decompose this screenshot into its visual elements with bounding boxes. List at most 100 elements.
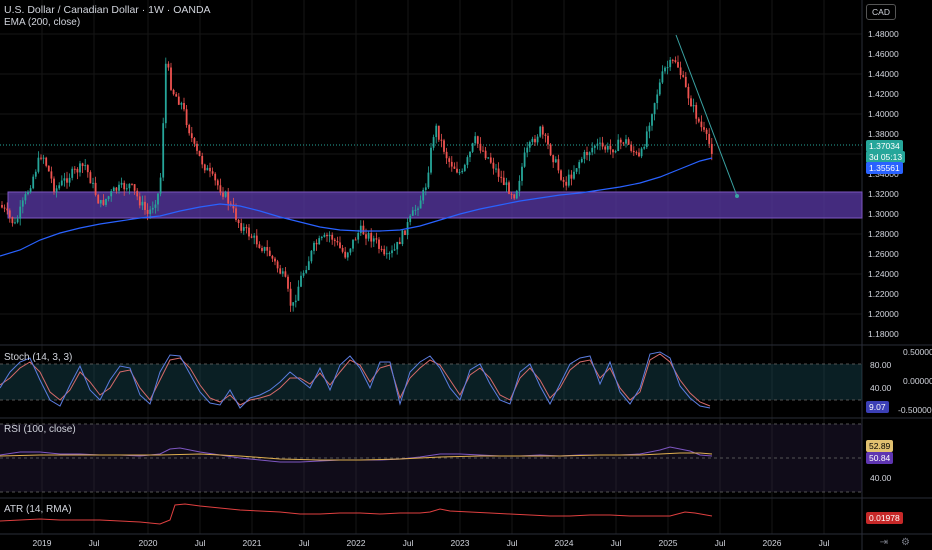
- candle-body: [16, 218, 19, 223]
- price-tick: 1.20000: [868, 309, 899, 319]
- candle-body: [570, 174, 573, 179]
- countdown-badge: 3d 05:13: [866, 151, 906, 163]
- candle-body: [120, 182, 123, 185]
- candle-body: [695, 105, 698, 119]
- candle-body: [440, 139, 443, 141]
- candle-body: [391, 250, 393, 254]
- candle-body: [638, 152, 640, 157]
- stoch-right-tick: 0.00000: [903, 376, 932, 386]
- price-tick: 1.46000: [868, 49, 899, 59]
- candle-body: [614, 151, 617, 153]
- stoch-k-line: [0, 351, 711, 409]
- atr-line: [0, 503, 713, 525]
- candle-body: [666, 67, 669, 69]
- candle-body: [305, 270, 308, 273]
- symbol-title[interactable]: U.S. Dollar / Canadian Dollar · 1W · OAN…: [4, 4, 211, 16]
- candle-body: [458, 172, 461, 174]
- candle-body: [112, 187, 115, 192]
- time-tick: 2024: [554, 538, 574, 548]
- candle-body: [211, 171, 214, 174]
- ema-indicator-label[interactable]: EMA (200, close): [4, 17, 81, 28]
- currency-selector[interactable]: CAD: [866, 4, 896, 20]
- candle-body: [32, 176, 35, 189]
- time-tick: Jul: [88, 538, 100, 548]
- candle-body: [552, 155, 555, 163]
- candle-body: [557, 159, 560, 171]
- trendline-handle[interactable]: [735, 194, 739, 198]
- candle-body: [19, 206, 22, 219]
- candle-body: [193, 138, 196, 144]
- candle-body: [198, 150, 201, 156]
- candle-body: [136, 190, 139, 197]
- candle-body: [6, 208, 9, 211]
- stoch-tick: 40.00: [870, 383, 892, 393]
- candle-body: [81, 163, 84, 167]
- candle-body: [515, 190, 518, 199]
- candle-body: [63, 178, 66, 181]
- candle-body: [367, 233, 370, 239]
- candle-body: [593, 145, 596, 148]
- candle-body: [612, 149, 614, 153]
- rsi-ma-line: [0, 452, 713, 461]
- candle-body: [523, 152, 526, 167]
- candle-body: [690, 98, 692, 107]
- candle-body: [177, 96, 180, 105]
- candle-body: [575, 168, 578, 172]
- candle-body: [206, 167, 209, 171]
- candle-body: [697, 118, 700, 122]
- candle-body: [430, 147, 432, 173]
- candle-body: [323, 234, 326, 237]
- candle-body: [578, 162, 581, 169]
- candle-body: [370, 233, 373, 242]
- candle-body: [42, 157, 45, 159]
- candle-body: [573, 171, 575, 179]
- candle-body: [526, 147, 529, 153]
- candle-body: [625, 139, 627, 144]
- candle-body: [632, 150, 635, 153]
- candle-body: [344, 251, 347, 258]
- candle-body: [1, 205, 3, 208]
- candle-body: [544, 134, 547, 136]
- candle-body: [201, 155, 204, 165]
- candle-body: [149, 209, 152, 214]
- candle-body: [653, 103, 656, 115]
- stoch-label[interactable]: Stoch (14, 3, 3): [4, 352, 73, 363]
- candle-body: [115, 187, 118, 191]
- candle-body: [92, 182, 94, 184]
- candle-body: [37, 157, 40, 172]
- time-tick: Jul: [402, 538, 414, 548]
- candle-body: [417, 208, 419, 210]
- candle-body: [341, 247, 344, 252]
- settings-icon[interactable]: ⚙: [901, 537, 910, 548]
- scroll-to-realtime-icon[interactable]: ⇥: [879, 537, 888, 548]
- candle-body: [372, 238, 375, 242]
- candle-body: [266, 247, 269, 251]
- candle-body: [357, 232, 360, 240]
- candle-body: [682, 75, 685, 77]
- candle-body: [669, 59, 672, 68]
- candle-body: [648, 125, 651, 132]
- candle-body: [107, 196, 110, 199]
- time-tick: Jul: [194, 538, 206, 548]
- candle-body: [144, 201, 146, 210]
- rsi-label[interactable]: RSI (100, close): [4, 424, 76, 435]
- candle-body: [203, 164, 206, 171]
- price-tick: 1.34000: [868, 169, 899, 179]
- candle-body: [307, 261, 310, 271]
- price-tick: 1.26000: [868, 249, 899, 259]
- candle-body: [183, 102, 185, 110]
- ema-value-badge: 1.35561: [866, 162, 903, 174]
- atr-label[interactable]: ATR (14, RMA): [4, 504, 72, 515]
- candle-body: [133, 184, 136, 191]
- candle-body: [219, 185, 222, 193]
- candle-body: [427, 172, 430, 188]
- candle-body: [27, 192, 29, 195]
- candle-body: [214, 173, 217, 181]
- candle-body: [315, 242, 318, 245]
- candle-body: [684, 76, 687, 87]
- stoch-right-tick: 0.50000: [903, 347, 932, 357]
- candle-body: [102, 200, 105, 205]
- candle-body: [167, 63, 170, 68]
- candle-body: [502, 177, 505, 186]
